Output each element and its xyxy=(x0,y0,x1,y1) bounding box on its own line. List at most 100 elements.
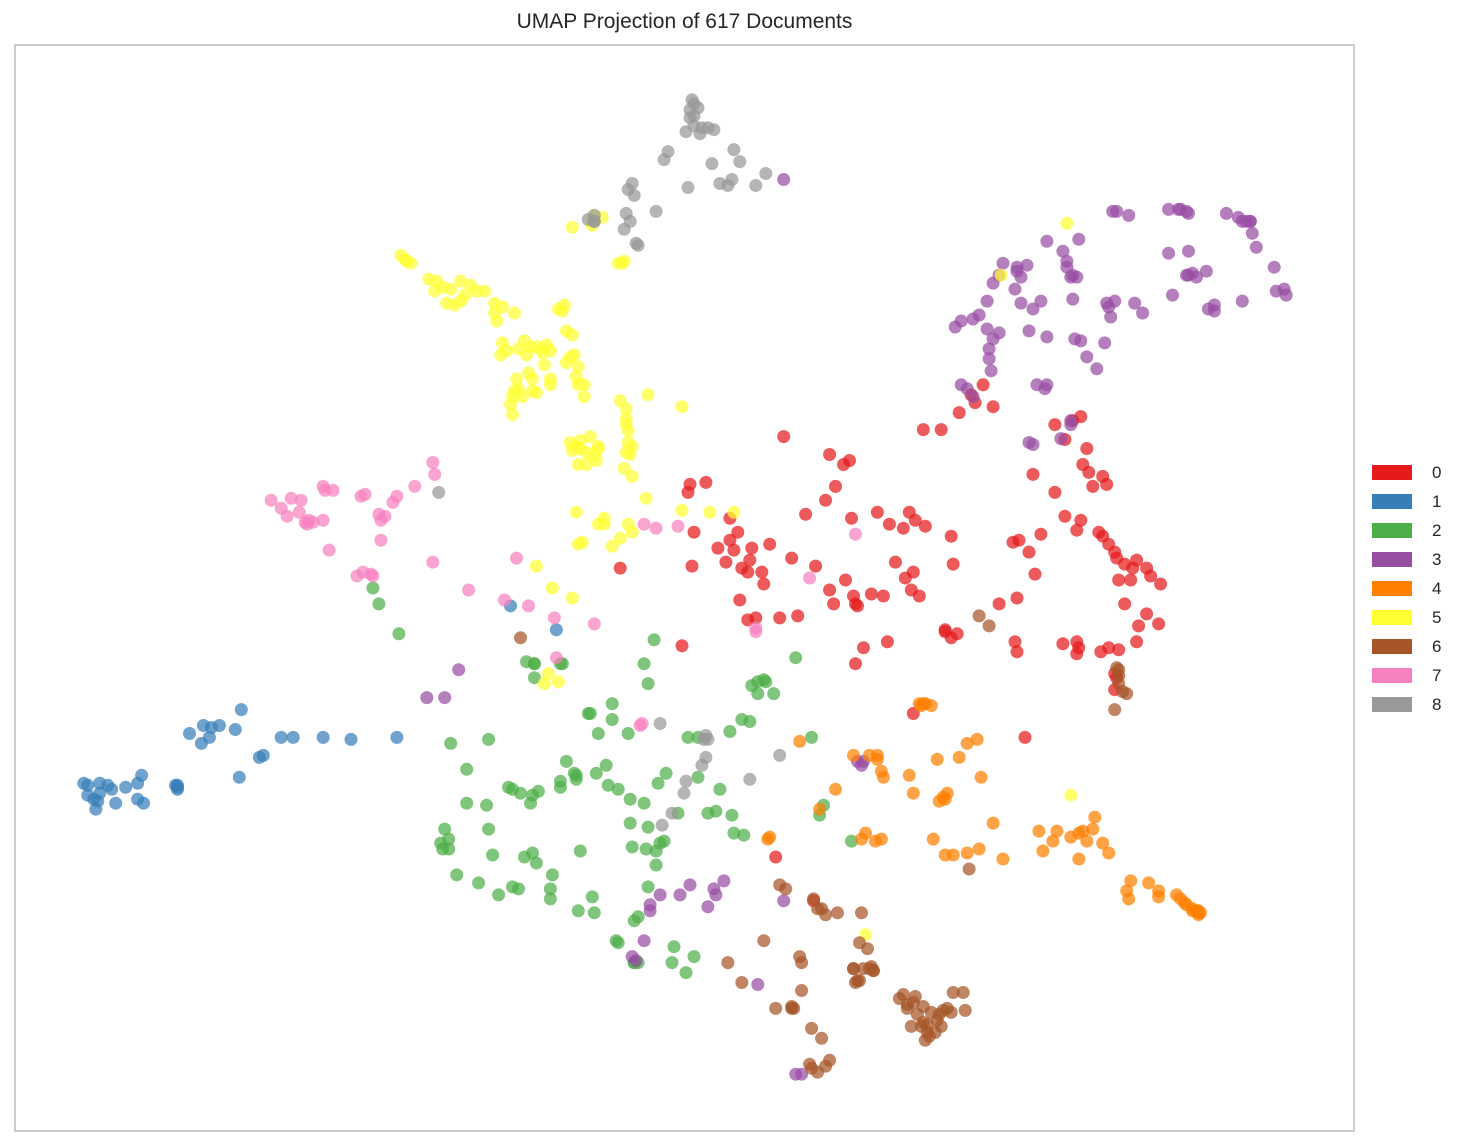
data-point-cluster-2 xyxy=(526,788,539,802)
data-point-cluster-5 xyxy=(621,517,635,531)
data-point-cluster-4 xyxy=(1080,834,1094,848)
data-point-cluster-5 xyxy=(625,440,639,453)
series-3 xyxy=(420,173,1293,1081)
data-point-cluster-4 xyxy=(1152,890,1166,904)
data-point-cluster-2 xyxy=(649,858,663,872)
data-point-cluster-0 xyxy=(757,577,771,591)
data-point-cluster-0 xyxy=(675,639,689,653)
data-point-cluster-0 xyxy=(731,525,745,539)
data-point-cluster-2 xyxy=(514,786,527,800)
data-point-cluster-7 xyxy=(547,611,561,625)
data-point-cluster-3 xyxy=(1074,334,1088,348)
data-point-cluster-4 xyxy=(906,786,920,800)
data-point-cluster-5 xyxy=(563,350,577,364)
data-point-cluster-0 xyxy=(839,573,852,587)
data-point-cluster-2 xyxy=(637,657,651,671)
data-point-cluster-7 xyxy=(408,479,422,493)
data-point-cluster-2 xyxy=(543,892,557,906)
data-point-cluster-3 xyxy=(1090,362,1104,376)
data-point-cluster-0 xyxy=(829,479,842,493)
data-point-cluster-3 xyxy=(1072,232,1086,246)
data-point-cluster-3 xyxy=(1022,324,1036,338)
data-point-cluster-6 xyxy=(906,996,920,1009)
data-point-cluster-7 xyxy=(280,509,294,523)
data-point-cluster-5 xyxy=(404,256,418,270)
legend-swatch xyxy=(1372,668,1412,683)
data-point-cluster-8 xyxy=(655,818,669,832)
data-point-cluster-4 xyxy=(936,790,950,804)
data-point-cluster-2 xyxy=(553,780,567,794)
data-point-cluster-5 xyxy=(675,503,689,517)
data-point-cluster-3 xyxy=(1054,432,1068,446)
data-point-cluster-0 xyxy=(741,565,755,579)
data-point-cluster-1 xyxy=(256,748,270,762)
data-point-cluster-7 xyxy=(294,493,308,507)
data-point-cluster-2 xyxy=(573,844,587,858)
data-point-cluster-8 xyxy=(759,167,773,180)
data-point-cluster-5 xyxy=(575,535,589,549)
data-point-cluster-0 xyxy=(986,400,1000,414)
data-point-cluster-4 xyxy=(1096,836,1110,850)
data-point-cluster-6 xyxy=(735,976,749,989)
data-point-cluster-0 xyxy=(1118,597,1132,611)
data-point-cluster-1 xyxy=(171,780,184,794)
data-point-cluster-3 xyxy=(1040,234,1054,248)
data-point-cluster-1 xyxy=(234,703,248,717)
data-point-cluster-5 xyxy=(703,505,717,519)
data-point-cluster-3 xyxy=(1249,240,1263,254)
data-point-cluster-0 xyxy=(918,519,932,533)
data-point-cluster-2 xyxy=(709,804,723,818)
data-point-cluster-0 xyxy=(745,541,759,555)
data-point-cluster-0 xyxy=(785,551,799,565)
data-point-cluster-6 xyxy=(779,882,793,896)
data-point-cluster-0 xyxy=(1124,573,1138,587)
data-point-cluster-7 xyxy=(462,583,476,597)
data-point-cluster-0 xyxy=(749,611,763,625)
data-point-cluster-0 xyxy=(685,559,699,573)
legend-label: 0 xyxy=(1432,462,1442,482)
data-point-cluster-0 xyxy=(849,657,862,671)
data-point-cluster-3 xyxy=(1162,246,1176,260)
data-point-cluster-4 xyxy=(1046,834,1060,848)
data-point-cluster-3 xyxy=(1098,336,1112,350)
data-point-cluster-6 xyxy=(831,906,844,920)
data-point-cluster-5 xyxy=(573,434,587,447)
data-point-cluster-5 xyxy=(504,398,517,412)
data-point-cluster-1 xyxy=(105,782,119,796)
data-point-cluster-6 xyxy=(914,1019,928,1033)
data-point-cluster-2 xyxy=(623,792,637,806)
data-point-cluster-3 xyxy=(980,294,994,308)
data-point-cluster-7 xyxy=(633,719,647,732)
data-point-cluster-6 xyxy=(928,1025,942,1039)
data-point-cluster-0 xyxy=(1056,637,1070,651)
data-point-cluster-4 xyxy=(924,699,938,713)
data-point-cluster-0 xyxy=(1130,553,1144,567)
data-point-cluster-2 xyxy=(460,796,474,810)
data-point-cluster-2 xyxy=(472,876,486,890)
data-point-cluster-6 xyxy=(815,902,829,916)
data-point-cluster-0 xyxy=(1094,645,1108,659)
data-point-cluster-0 xyxy=(944,529,958,543)
data-point-cluster-4 xyxy=(829,782,842,796)
data-point-cluster-7 xyxy=(849,527,862,541)
data-point-cluster-8 xyxy=(679,774,693,788)
data-point-cluster-5 xyxy=(569,505,583,519)
data-point-cluster-0 xyxy=(952,406,966,420)
data-point-cluster-1 xyxy=(89,802,103,816)
data-point-cluster-3 xyxy=(986,276,1000,290)
data-point-cluster-2 xyxy=(845,834,858,848)
data-point-cluster-5 xyxy=(522,366,535,380)
data-point-cluster-6 xyxy=(811,1065,825,1079)
legend-label: 8 xyxy=(1432,694,1442,714)
data-point-cluster-0 xyxy=(908,513,922,527)
data-point-cluster-0 xyxy=(723,533,737,547)
data-point-cluster-3 xyxy=(452,663,466,677)
data-point-cluster-3 xyxy=(1122,208,1136,222)
data-point-cluster-2 xyxy=(789,651,803,665)
data-point-cluster-4 xyxy=(874,832,888,846)
data-point-cluster-2 xyxy=(751,675,765,689)
data-point-cluster-6 xyxy=(787,1001,801,1015)
data-point-cluster-5 xyxy=(510,372,523,386)
data-point-cluster-4 xyxy=(1102,846,1116,860)
data-point-cluster-6 xyxy=(972,609,986,623)
